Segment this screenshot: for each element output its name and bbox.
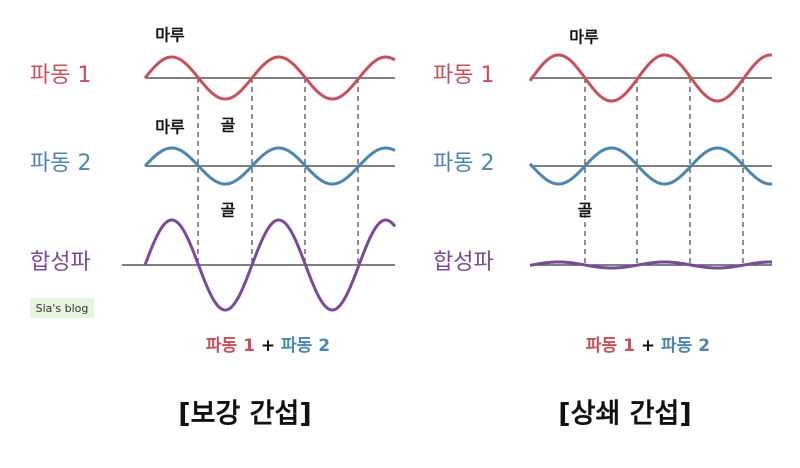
wave2-label: 파동 2 bbox=[433, 151, 494, 176]
wave2-label: 파동 2 bbox=[30, 151, 91, 176]
formula-a: 파동 1 bbox=[586, 336, 635, 356]
caption: [보강 간섭] bbox=[178, 399, 311, 430]
wave1-label: 파동 1 bbox=[433, 63, 494, 88]
formula-b: 파동 2 bbox=[661, 336, 710, 356]
wave1 bbox=[143, 55, 396, 101]
wave1-label: 파동 1 bbox=[30, 63, 91, 88]
trough-label: 골 bbox=[221, 116, 236, 135]
formula-a: 파동 1 bbox=[206, 336, 255, 356]
crest-label: 마루 bbox=[155, 118, 185, 137]
sum-wave bbox=[529, 260, 773, 270]
crest-label: 마루 bbox=[569, 28, 599, 47]
sum-label: 합성파 bbox=[433, 250, 494, 275]
watermark-bg bbox=[30, 298, 94, 318]
formula: 파동 1 + 파동 2 bbox=[586, 336, 710, 356]
formula: 파동 1 + 파동 2 bbox=[206, 336, 330, 356]
formula-b: 파동 2 bbox=[281, 336, 330, 356]
caption: [상쇄 간섭] bbox=[558, 399, 691, 430]
wave2 bbox=[528, 146, 773, 186]
watermark: Sia's blog bbox=[36, 302, 89, 315]
wave2 bbox=[143, 146, 396, 186]
crest-label: 마루 bbox=[155, 26, 185, 45]
sum-wave bbox=[143, 218, 397, 312]
sum-label: 합성파 bbox=[30, 250, 91, 275]
constructive-panel: 파동 1 파동 2 합성파 마루 마루 골 골 Sia's blog 파동 1 … bbox=[30, 26, 397, 430]
wave1 bbox=[528, 53, 773, 103]
destructive-panel: 파동 1 파동 2 합성파 마루 골 파동 1 + 파동 2 [상쇄 간섭] bbox=[433, 28, 773, 430]
formula-plus: + bbox=[261, 336, 275, 356]
trough-label: 골 bbox=[221, 201, 236, 220]
formula-plus: + bbox=[641, 336, 655, 356]
trough-label: 골 bbox=[578, 201, 593, 220]
